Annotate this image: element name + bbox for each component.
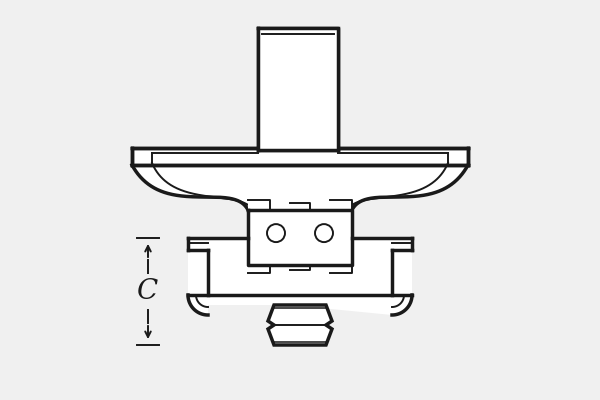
Bar [330,265,352,273]
Polygon shape [188,238,412,315]
Bar [290,265,310,270]
Bar [330,200,352,210]
Polygon shape [132,148,468,165]
Circle shape [267,224,285,242]
Text: C: C [137,278,158,305]
Polygon shape [268,305,332,345]
Circle shape [315,224,333,242]
Polygon shape [132,165,468,210]
Bar [248,200,270,210]
Bar [248,210,352,265]
Bar [258,28,338,150]
Bar [248,265,270,273]
Bar [290,200,310,210]
Bar [188,238,412,305]
Bar [258,28,338,150]
